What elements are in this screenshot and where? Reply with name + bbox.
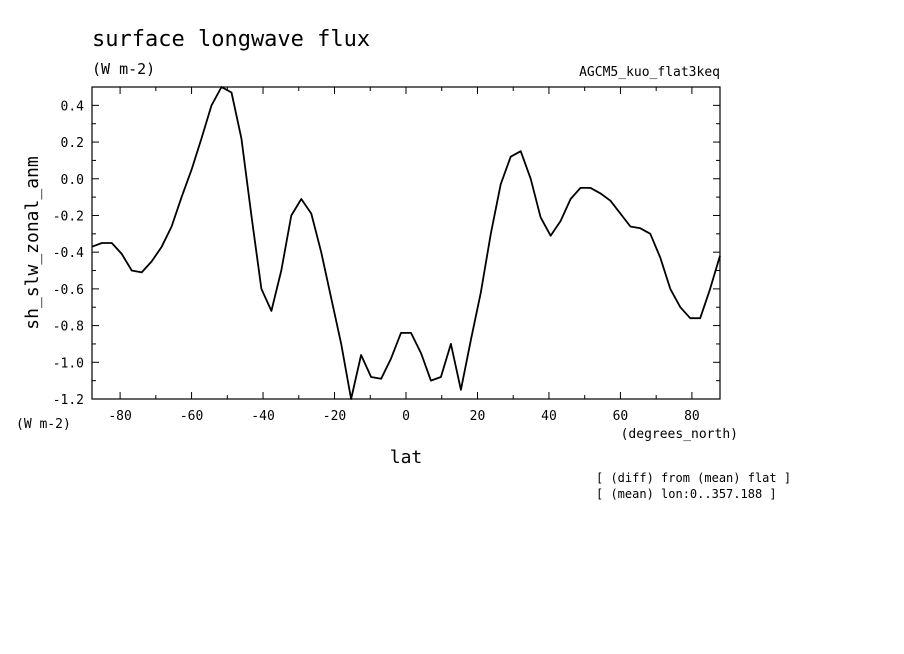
x-tick-label: 60 [613, 409, 629, 424]
y-axis-tick-labels: -1.2 -1.0 -0.8 -0.6 -0.4 -0.2 0.0 0.2 0.4 [53, 99, 84, 408]
y-tick-label: -0.6 [53, 283, 84, 298]
x-tick-label: 0 [402, 409, 410, 424]
x-tick-label: 80 [684, 409, 700, 424]
x-axis-units: (degrees_north) [621, 427, 738, 442]
series-line [91, 86, 721, 400]
y-tick-label: 0.2 [61, 136, 84, 151]
x-axis-label: lat [390, 447, 423, 468]
x-axis-ticks [119, 87, 693, 399]
x-tick-label: -60 [180, 409, 203, 424]
dataset-name: AGCM5_kuo_flat3keq [579, 65, 720, 80]
x-tick-label: -20 [323, 409, 346, 424]
plot-frame [91, 86, 721, 400]
note-mean: [ (mean) lon:0..357.188 ] [596, 487, 777, 501]
y-tick-label: -0.8 [53, 320, 84, 335]
y-tick-label: 0.4 [61, 99, 85, 114]
y-axis-label: sh_slw_zonal_anm [22, 156, 43, 329]
x-tick-label: 20 [470, 409, 486, 424]
y-tick-label: -0.2 [53, 209, 84, 224]
y-tick-label: -1.0 [53, 356, 84, 371]
y-tick-label: -1.2 [53, 393, 84, 408]
title-units: (W m-2) [92, 60, 155, 78]
y-axis-units: (W m-2) [16, 417, 71, 432]
x-tick-label: -80 [108, 409, 131, 424]
y-axis-ticks [92, 86, 720, 400]
y-tick-label: -0.4 [53, 246, 84, 261]
x-axis-tick-labels: -80 -60 -40 -20 0 20 40 60 80 [108, 409, 699, 424]
chart-title: surface longwave flux [92, 27, 370, 52]
x-tick-label: 40 [541, 409, 557, 424]
note-diff: [ (diff) from (mean) flat ] [596, 471, 791, 485]
x-tick-label: -40 [251, 409, 274, 424]
y-tick-label: 0.0 [61, 173, 84, 188]
